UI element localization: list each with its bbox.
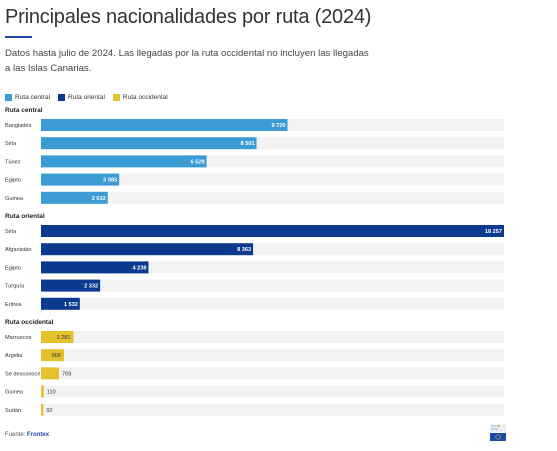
data-label: 8 363 — [237, 247, 251, 253]
data-label: 92 — [46, 408, 52, 414]
data-label: 3 083 — [103, 178, 117, 184]
category-label: Turquía — [5, 284, 25, 290]
bar[interactable] — [41, 119, 288, 131]
bar[interactable] — [41, 243, 254, 256]
category-label: Guinea — [5, 196, 24, 202]
category-label: Egipto — [5, 265, 21, 271]
bar[interactable] — [41, 191, 108, 204]
bar-track — [41, 385, 504, 398]
legend-item-oriental[interactable]: Ruta oriental — [58, 94, 105, 101]
category-label: Túnez — [5, 159, 21, 165]
data-label: 1 532 — [64, 302, 78, 308]
bar-track — [41, 367, 504, 380]
group-title: Ruta oriental — [5, 213, 45, 220]
bar[interactable] — [41, 279, 101, 292]
bar-track — [41, 349, 504, 362]
legend-label-central: Ruta central — [15, 94, 51, 101]
category-label: Se desconoce — [5, 371, 40, 377]
chart-legend: Ruta central Ruta oriental Ruta occident… — [5, 94, 168, 101]
chart-subtitle: Datos hasta julio de 2024. Las llegadas … — [5, 48, 369, 74]
data-label: 110 — [47, 390, 56, 396]
category-label: Marruecos — [5, 335, 32, 341]
data-label: 709 — [62, 371, 71, 377]
legend-label-oriental: Ruta oriental — [68, 94, 105, 101]
bar[interactable] — [41, 155, 207, 168]
bar-track — [41, 297, 504, 310]
title-underline — [5, 36, 32, 38]
bar-track — [41, 279, 504, 292]
category-label: Egipto — [5, 178, 21, 184]
category-label: Bangladés — [5, 123, 32, 129]
bar-chart: Ruta central Bangladés 9 720 Siria 8 501 Túne… — [5, 107, 504, 416]
data-label: 1 281 — [56, 335, 70, 341]
data-label: 2 332 — [84, 284, 98, 290]
legend-swatch-occidental — [112, 94, 120, 101]
bar-track — [41, 173, 504, 186]
bar[interactable] — [41, 297, 80, 310]
data-label: 8 501 — [241, 141, 255, 147]
data-label: 2 632 — [92, 196, 106, 202]
group-title: Ruta occidental — [5, 319, 54, 326]
chart-title: Principales nacionalidades por ruta (202… — [5, 6, 372, 28]
source-name[interactable]: Frontex — [27, 432, 50, 438]
legend-swatch-oriental — [58, 94, 66, 101]
bar[interactable] — [41, 173, 120, 186]
bar[interactable] — [41, 403, 44, 416]
bar-track — [41, 331, 504, 343]
bar[interactable] — [41, 385, 44, 398]
data-label: 4 238 — [132, 265, 146, 271]
category-label: Eritrea — [5, 302, 22, 308]
bar[interactable] — [41, 261, 149, 274]
legend-item-occidental[interactable]: Ruta occidental — [112, 94, 168, 101]
group-title: Ruta central — [5, 107, 43, 114]
legend-item-central[interactable]: Ruta central — [5, 94, 50, 101]
category-label: Afganistán — [5, 247, 31, 253]
bar[interactable] — [41, 137, 257, 150]
bar[interactable] — [41, 349, 64, 362]
category-label: Guinea — [5, 390, 24, 396]
bar-track — [41, 403, 504, 416]
category-label: Siria — [5, 229, 17, 235]
source-note: Fuente: Frontex — [5, 432, 49, 438]
category-label: Siria — [5, 141, 17, 147]
data-label: 18 257 — [485, 229, 502, 235]
bar-track — [41, 261, 504, 274]
legend-swatch-central — [5, 94, 12, 101]
category-label: Argelia — [5, 353, 23, 359]
data-label: 6 529 — [191, 159, 205, 165]
bar[interactable] — [41, 367, 59, 380]
eu-flag-logo — [490, 424, 506, 441]
category-label: Sudán — [5, 408, 21, 414]
bar[interactable] — [41, 331, 74, 343]
source-label: Fuente: — [5, 432, 26, 438]
bar-track — [41, 191, 504, 204]
data-label: 9 720 — [272, 123, 286, 129]
legend-label-occidental: Ruta occidental — [122, 94, 168, 101]
bar[interactable] — [41, 225, 504, 237]
data-label: 906 — [52, 353, 61, 359]
